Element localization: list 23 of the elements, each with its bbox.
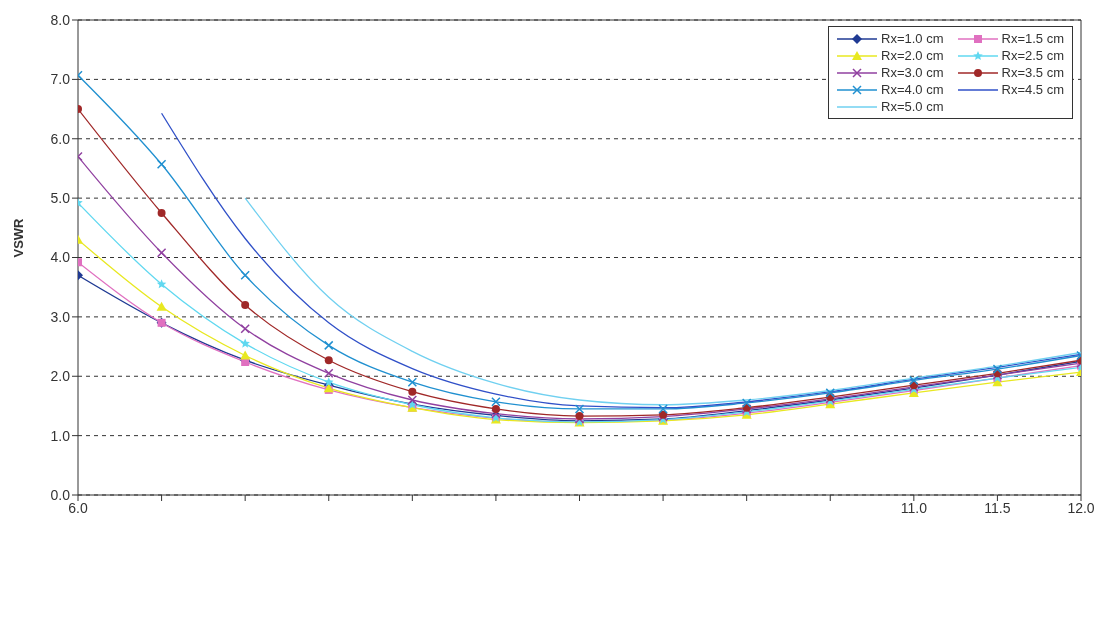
y-tick-label: 6.0: [50, 130, 71, 147]
legend-label: Rx=4.5 cm: [1001, 82, 1064, 97]
y-axis-title: VSWR: [10, 217, 26, 258]
legend-label: Rx=5.0 cm: [881, 99, 944, 114]
legend-label: Rx=2.0 cm: [881, 48, 944, 63]
legend-label: Rx=1.0 cm: [881, 31, 944, 46]
y-tick-label: 2.0: [50, 368, 71, 385]
x-tick-label: 11.5: [984, 499, 1011, 516]
legend-label: Rx=2.5 cm: [1001, 48, 1064, 63]
legend-label: Rx=1.5 cm: [1001, 31, 1064, 46]
y-tick-label: 0.0: [50, 486, 71, 503]
x-tick-label: 11.0: [900, 499, 928, 516]
y-tick-label: 4.0: [50, 249, 71, 266]
y-tick-label: 1.0: [50, 427, 71, 444]
legend-label: Rx=3.0 cm: [881, 65, 944, 80]
y-tick-label: 3.0: [50, 308, 71, 325]
legend-label: Rx=4.0 cm: [881, 82, 944, 97]
y-tick-label: 5.0: [50, 190, 71, 207]
x-tick-label: 6.0: [68, 499, 88, 516]
y-tick-label: 8.0: [50, 11, 71, 28]
x-tick-label: 12.0: [1067, 499, 1095, 516]
legend-label: Rx=3.5 cm: [1001, 65, 1064, 80]
y-tick-label: 7.0: [50, 71, 71, 88]
